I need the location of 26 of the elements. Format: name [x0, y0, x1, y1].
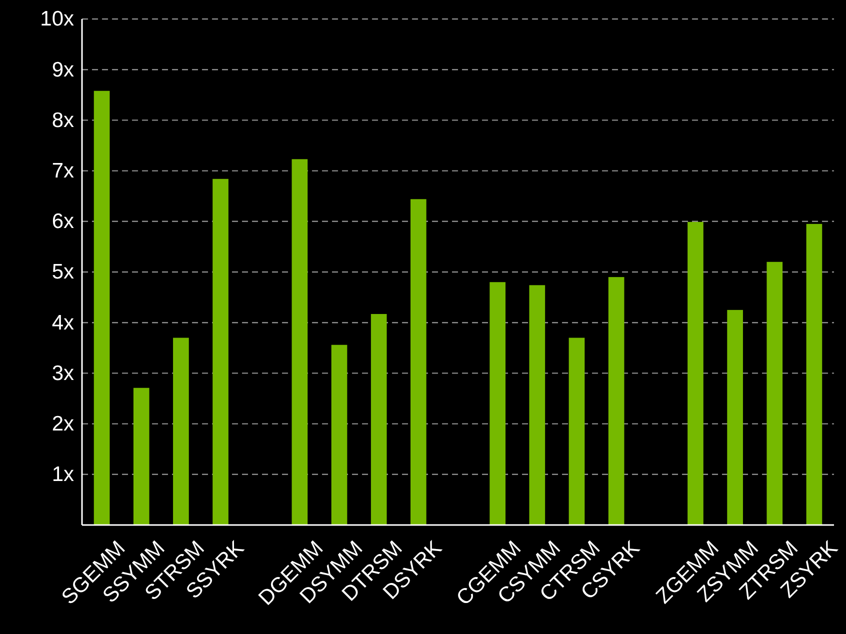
bar [806, 224, 822, 525]
y-tick-label: 6x [52, 210, 74, 234]
bar [173, 338, 189, 525]
y-tick-label: 8x [52, 108, 74, 132]
bar [529, 285, 546, 525]
y-tick-label: 1x [52, 463, 74, 486]
bar [133, 388, 150, 525]
y-tick-label: 10x [40, 8, 74, 31]
bar [490, 282, 506, 525]
y-tick-label: 7x [52, 160, 74, 183]
bar [212, 178, 228, 525]
bar [331, 344, 348, 525]
bar [766, 262, 783, 525]
bar [568, 338, 585, 525]
bar [727, 310, 743, 525]
y-tick-label: 9x [52, 58, 74, 82]
bar [370, 314, 387, 525]
bar [292, 159, 308, 525]
bar [94, 90, 110, 525]
bar [688, 222, 704, 525]
y-tick-label: 2x [52, 412, 74, 436]
y-tick-label: 3x [52, 362, 74, 385]
bar [608, 277, 624, 525]
y-tick-label: 4x [52, 311, 74, 334]
bar [410, 199, 426, 525]
y-tick-label: 5x [52, 260, 74, 284]
